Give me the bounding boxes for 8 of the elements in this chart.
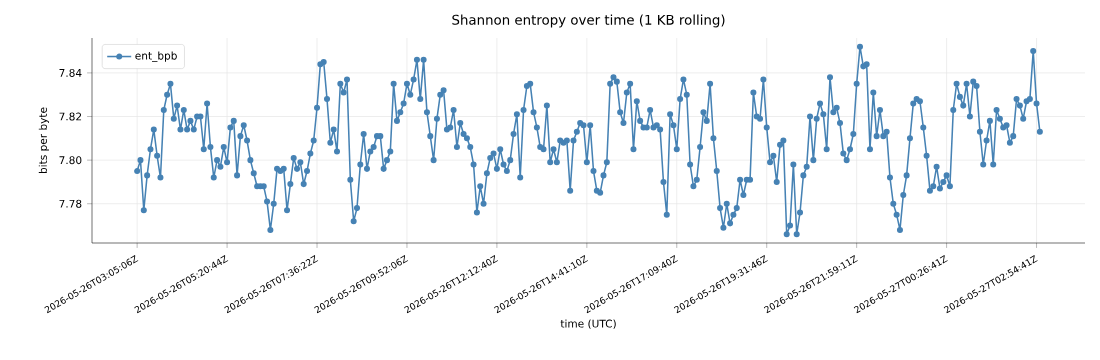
- y-tick-label: 7.80: [59, 156, 82, 165]
- chart-title: Shannon entropy over time (1 KB rolling): [452, 14, 725, 28]
- y-tick-label: 7.78: [59, 199, 82, 208]
- y-axis-title: bits per byte: [38, 107, 49, 174]
- x-axis-title: time (UTC): [560, 319, 616, 329]
- y-tick-label: 7.84: [59, 68, 82, 77]
- y-tick-label: 7.82: [59, 112, 82, 121]
- legend-label: ent_bpb: [135, 51, 177, 62]
